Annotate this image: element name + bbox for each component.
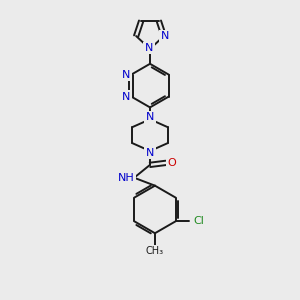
- Text: CH₃: CH₃: [146, 246, 164, 256]
- Text: Cl: Cl: [193, 216, 204, 226]
- Text: N: N: [145, 43, 153, 53]
- Text: N: N: [122, 92, 130, 101]
- Text: N: N: [146, 112, 154, 122]
- Text: O: O: [167, 158, 176, 168]
- Text: NH: NH: [118, 173, 135, 183]
- Text: N: N: [161, 31, 169, 41]
- Text: N: N: [122, 70, 130, 80]
- Text: N: N: [146, 148, 154, 158]
